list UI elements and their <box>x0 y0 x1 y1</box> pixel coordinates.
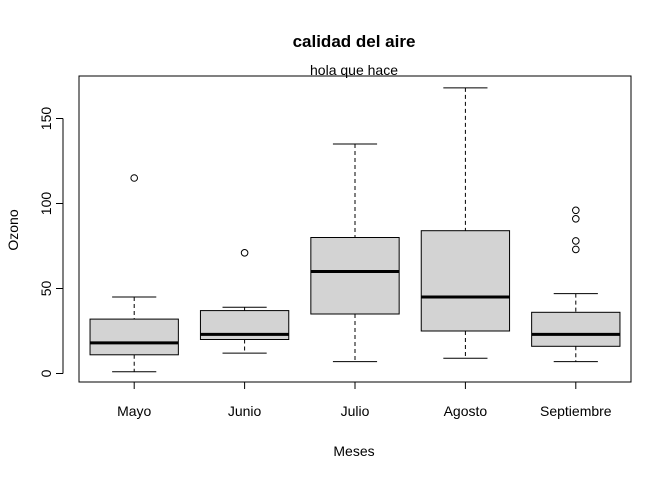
iqr-box <box>420 230 511 332</box>
x-axis-label: Meses <box>333 443 374 459</box>
boxes-group <box>89 87 621 373</box>
outlier-point <box>572 206 580 215</box>
box-group-julio <box>310 143 400 363</box>
x-tick-label: Agosto <box>444 403 488 419</box>
outlier-point <box>130 174 138 182</box>
box-group-agosto <box>420 87 511 359</box>
outlier-point <box>240 249 249 257</box>
outlier-point <box>572 245 580 254</box>
outlier-point <box>572 215 580 223</box>
x-tick-label: Julio <box>341 403 370 419</box>
y-tick-label: 150 <box>38 107 54 131</box>
x-tick-label: Mayo <box>117 403 151 419</box>
y-axis-label: Ozono <box>5 209 21 250</box>
y-tick-label: 0 <box>38 369 54 377</box>
x-tick-label: Septiembre <box>540 403 612 419</box>
iqr-box <box>310 237 400 315</box>
box-group-junio <box>199 249 290 354</box>
y-tick-label: 100 <box>38 192 54 216</box>
iqr-box <box>531 311 621 347</box>
iqr-box <box>89 318 179 356</box>
x-tick-label: Junio <box>228 403 262 419</box>
box-group-septiembre <box>531 206 621 363</box>
box-group-mayo <box>89 174 179 373</box>
outlier-point <box>572 237 580 245</box>
y-axis: 0 50 100 150 <box>38 107 64 377</box>
chart-title: calidad del aire <box>293 32 416 51</box>
x-axis: Mayo Junio Julio Agosto Septiembre <box>117 381 612 419</box>
y-tick-label: 50 <box>38 281 54 297</box>
chart-subtitle: hola que hace <box>310 62 398 78</box>
